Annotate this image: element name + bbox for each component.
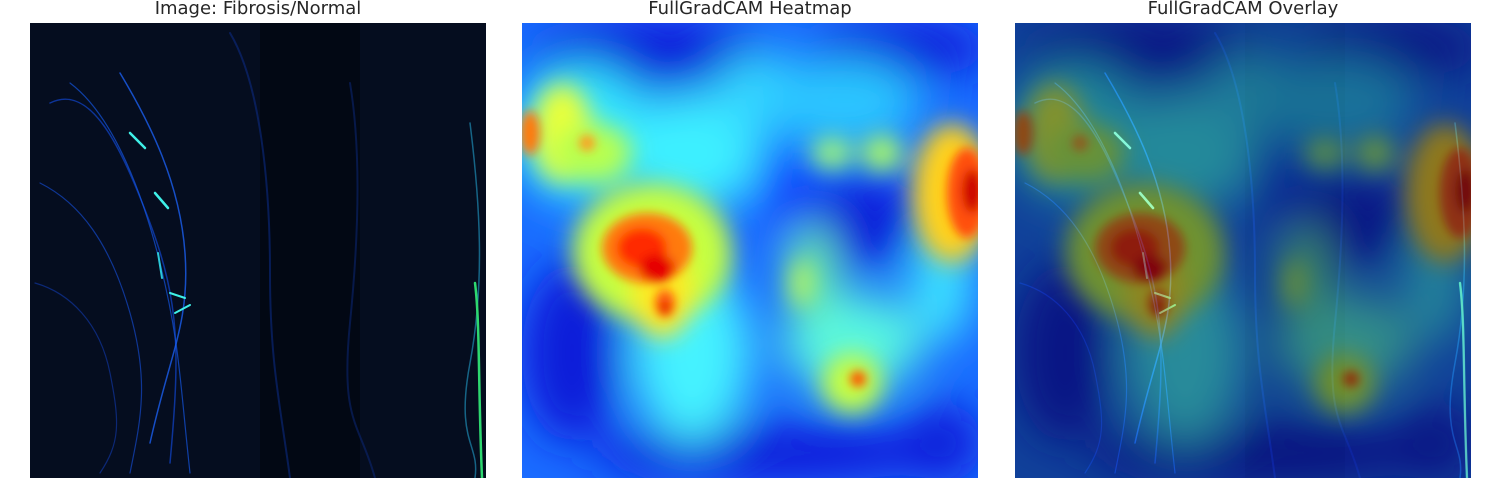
original-image	[30, 23, 486, 478]
panel-title-overlay: FullGradCAM Overlay	[1147, 0, 1339, 19]
overlay-panel	[1015, 23, 1471, 478]
panel-title-image: Image: Fibrosis/Normal	[154, 0, 362, 19]
heatmap-image	[522, 23, 978, 478]
original-image-panel	[30, 23, 486, 478]
heatmap-panel	[522, 23, 978, 478]
overlay-image	[1015, 23, 1471, 478]
panel-title-heatmap: FullGradCAM Heatmap	[648, 0, 852, 19]
